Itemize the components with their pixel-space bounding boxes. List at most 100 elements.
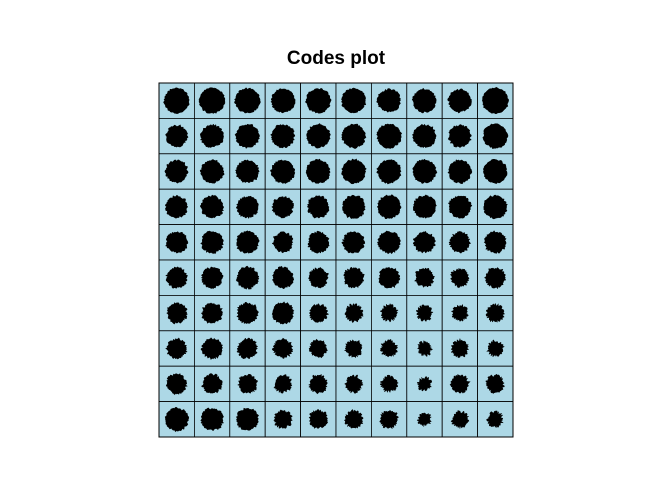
code-glyph (307, 373, 328, 395)
code-glyph (273, 374, 293, 394)
code-glyph (235, 195, 259, 220)
code-glyph (306, 195, 330, 219)
code-glyph (200, 373, 223, 394)
code-glyph (483, 267, 507, 290)
code-glyph (273, 409, 294, 429)
code-glyph (376, 159, 402, 185)
code-glyph (483, 230, 507, 254)
code-glyph (200, 266, 224, 289)
code-glyph (234, 87, 261, 114)
code-glyph (411, 87, 437, 114)
code-glyph (165, 194, 189, 219)
code-glyph (376, 88, 401, 113)
code-glyph (163, 87, 190, 114)
code-glyph (271, 301, 295, 325)
code-glyph (166, 302, 188, 325)
code-glyph (306, 123, 331, 149)
code-glyph (482, 123, 509, 150)
code-glyph (164, 159, 189, 184)
code-glyph (235, 407, 260, 431)
code-glyph (308, 303, 330, 323)
code-glyph (271, 265, 295, 289)
code-glyph (412, 158, 438, 184)
code-glyph (376, 123, 403, 149)
code-glyph (237, 373, 258, 394)
code-glyph (234, 123, 260, 149)
code-glyph (165, 231, 189, 254)
code-glyph (344, 374, 364, 394)
code-glyph (200, 230, 224, 254)
code-cell (477, 365, 514, 403)
code-glyph (413, 267, 436, 288)
code-glyph (304, 88, 332, 114)
code-glyph (412, 194, 437, 219)
code-glyph (200, 337, 224, 361)
code-glyph (271, 196, 294, 219)
code-glyph (270, 159, 296, 184)
code-glyph (164, 406, 190, 433)
code-glyph (307, 230, 330, 254)
code-glyph (450, 337, 470, 358)
code-glyph (376, 230, 401, 255)
plot-frame (158, 82, 514, 438)
code-glyph (344, 302, 364, 324)
code-glyph (449, 373, 471, 394)
code-glyph (380, 339, 399, 358)
code-glyph (271, 337, 294, 359)
code-glyph (305, 158, 331, 184)
code-glyph (485, 373, 505, 394)
code-glyph (200, 407, 225, 431)
code-glyph (379, 374, 399, 394)
code-glyph (416, 375, 433, 392)
code-glyph (165, 124, 189, 148)
code-glyph (379, 303, 399, 323)
code-glyph (165, 373, 188, 396)
code-glyph (482, 158, 508, 184)
code-glyph (449, 267, 470, 288)
code-glyph (343, 266, 365, 289)
chart-title: Codes plot (287, 48, 386, 69)
code-glyph (450, 409, 470, 429)
code-glyph (416, 340, 434, 357)
code-glyph (482, 87, 509, 115)
code-glyph (416, 412, 433, 427)
code-glyph (236, 302, 259, 324)
code-glyph (447, 88, 472, 114)
code-glyph (235, 265, 260, 290)
code-glyph (447, 195, 473, 219)
code-glyph (486, 410, 505, 429)
code-glyph (483, 194, 508, 220)
code-glyph (342, 194, 366, 219)
code-glyph (341, 123, 367, 149)
code-glyph (341, 87, 367, 114)
code-glyph (450, 303, 469, 322)
code-glyph (236, 337, 259, 359)
code-glyph (201, 302, 223, 324)
code-glyph (165, 266, 188, 289)
code-glyph (411, 123, 437, 149)
code-cell (229, 188, 266, 225)
code-glyph (199, 159, 225, 184)
code-glyph (341, 231, 366, 254)
code-glyph (236, 230, 260, 254)
code-glyph (415, 304, 434, 322)
code-glyph (379, 409, 399, 430)
code-glyph (448, 231, 472, 254)
code-glyph (198, 87, 226, 114)
code-glyph (308, 338, 328, 359)
code-glyph (199, 123, 224, 148)
code-glyph (485, 302, 505, 323)
code-glyph (165, 337, 188, 360)
code-glyph (376, 194, 402, 220)
code-glyph (308, 408, 329, 429)
code-glyph (270, 124, 296, 149)
code-glyph (378, 266, 401, 289)
code-glyph (448, 124, 472, 148)
code-glyph (270, 88, 296, 114)
code-cell (300, 401, 337, 438)
code-glyph (343, 339, 363, 359)
code-glyph (447, 159, 473, 184)
code-glyph (235, 159, 260, 183)
codes-grid (158, 82, 514, 438)
